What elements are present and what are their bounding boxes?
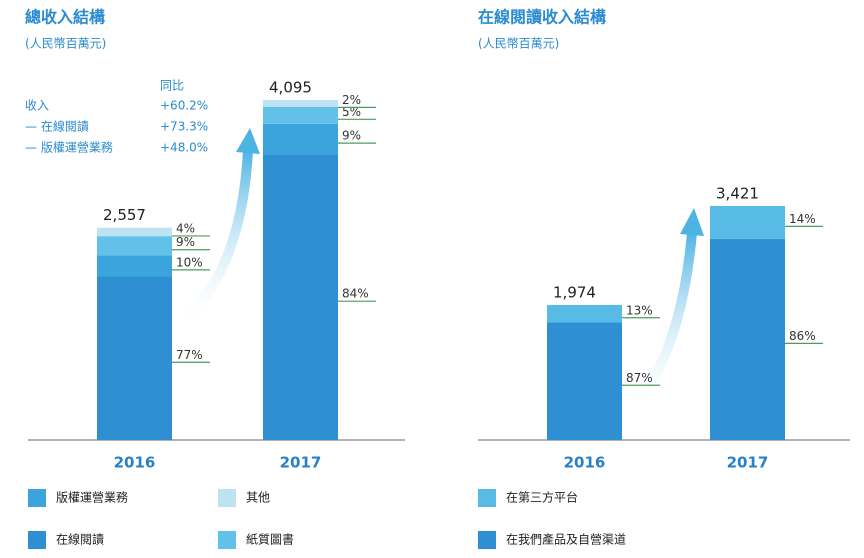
data-label: 9% [176,235,195,249]
legend-label: 在我們產品及自營渠道 [506,532,626,547]
bar-segment [97,236,172,256]
legend-swatch [478,531,496,549]
total-label: 2,557 [103,206,146,224]
data-label: 14% [789,212,816,226]
annotation-label: 收入 [25,99,49,113]
chart-title: 在線閱讀收入結構 [478,8,606,27]
bar-segment [710,206,785,239]
legend-label: 版權運營業務 [56,491,128,505]
total-label: 3,421 [716,185,759,203]
x-tick-label: 2016 [114,454,156,472]
legend-swatch [28,531,46,549]
legend-swatch [478,489,496,507]
bar-segment [547,304,622,323]
legend-label: 在第三方平台 [506,490,578,505]
data-label: 84% [342,287,369,301]
chart-subtitle: (人民幣百萬元) [478,37,559,51]
total-label: 4,095 [269,79,312,97]
bar-segment [263,106,338,124]
bar-segment [710,238,785,440]
data-label: 9% [342,129,361,143]
chart-subtitle: (人民幣百萬元) [25,37,106,51]
bar-segment [263,154,338,440]
bar-segment [97,227,172,237]
data-label: 13% [626,303,653,317]
data-label: 10% [176,255,203,269]
growth-arrow [181,128,260,322]
total-label: 1,974 [553,283,596,301]
legend-swatch [218,489,236,507]
legend-label: 在線閱讀 [56,532,104,547]
annotation-label: — 在線閱讀 [25,119,89,134]
bar-segment [263,123,338,155]
annotation-header: 同比 [160,79,184,93]
bar-segment [97,255,172,277]
bar-segment [547,322,622,440]
legend-label: 其他 [246,491,270,505]
x-tick-label: 2017 [280,454,322,472]
x-tick-label: 2016 [564,454,606,472]
data-label: 87% [626,371,653,385]
annotation-value: +73.3% [160,120,208,134]
data-label: 77% [176,348,203,362]
annotation-label: — 版權運營業務 [25,141,113,155]
data-label: 5% [342,105,361,119]
bar-segment [263,100,338,107]
annotation-value: +60.2% [160,99,208,113]
annotation-value: +48.0% [160,141,208,155]
legend-swatch [28,489,46,507]
x-tick-label: 2017 [727,454,769,472]
bar-segment [97,276,172,440]
data-label: 2% [342,93,361,107]
data-label: 86% [789,329,816,343]
data-label: 4% [176,221,195,235]
chart-title: 總收入結構 [25,8,105,27]
legend-swatch [218,531,236,549]
legend-label: 紙質圖書 [246,532,294,547]
